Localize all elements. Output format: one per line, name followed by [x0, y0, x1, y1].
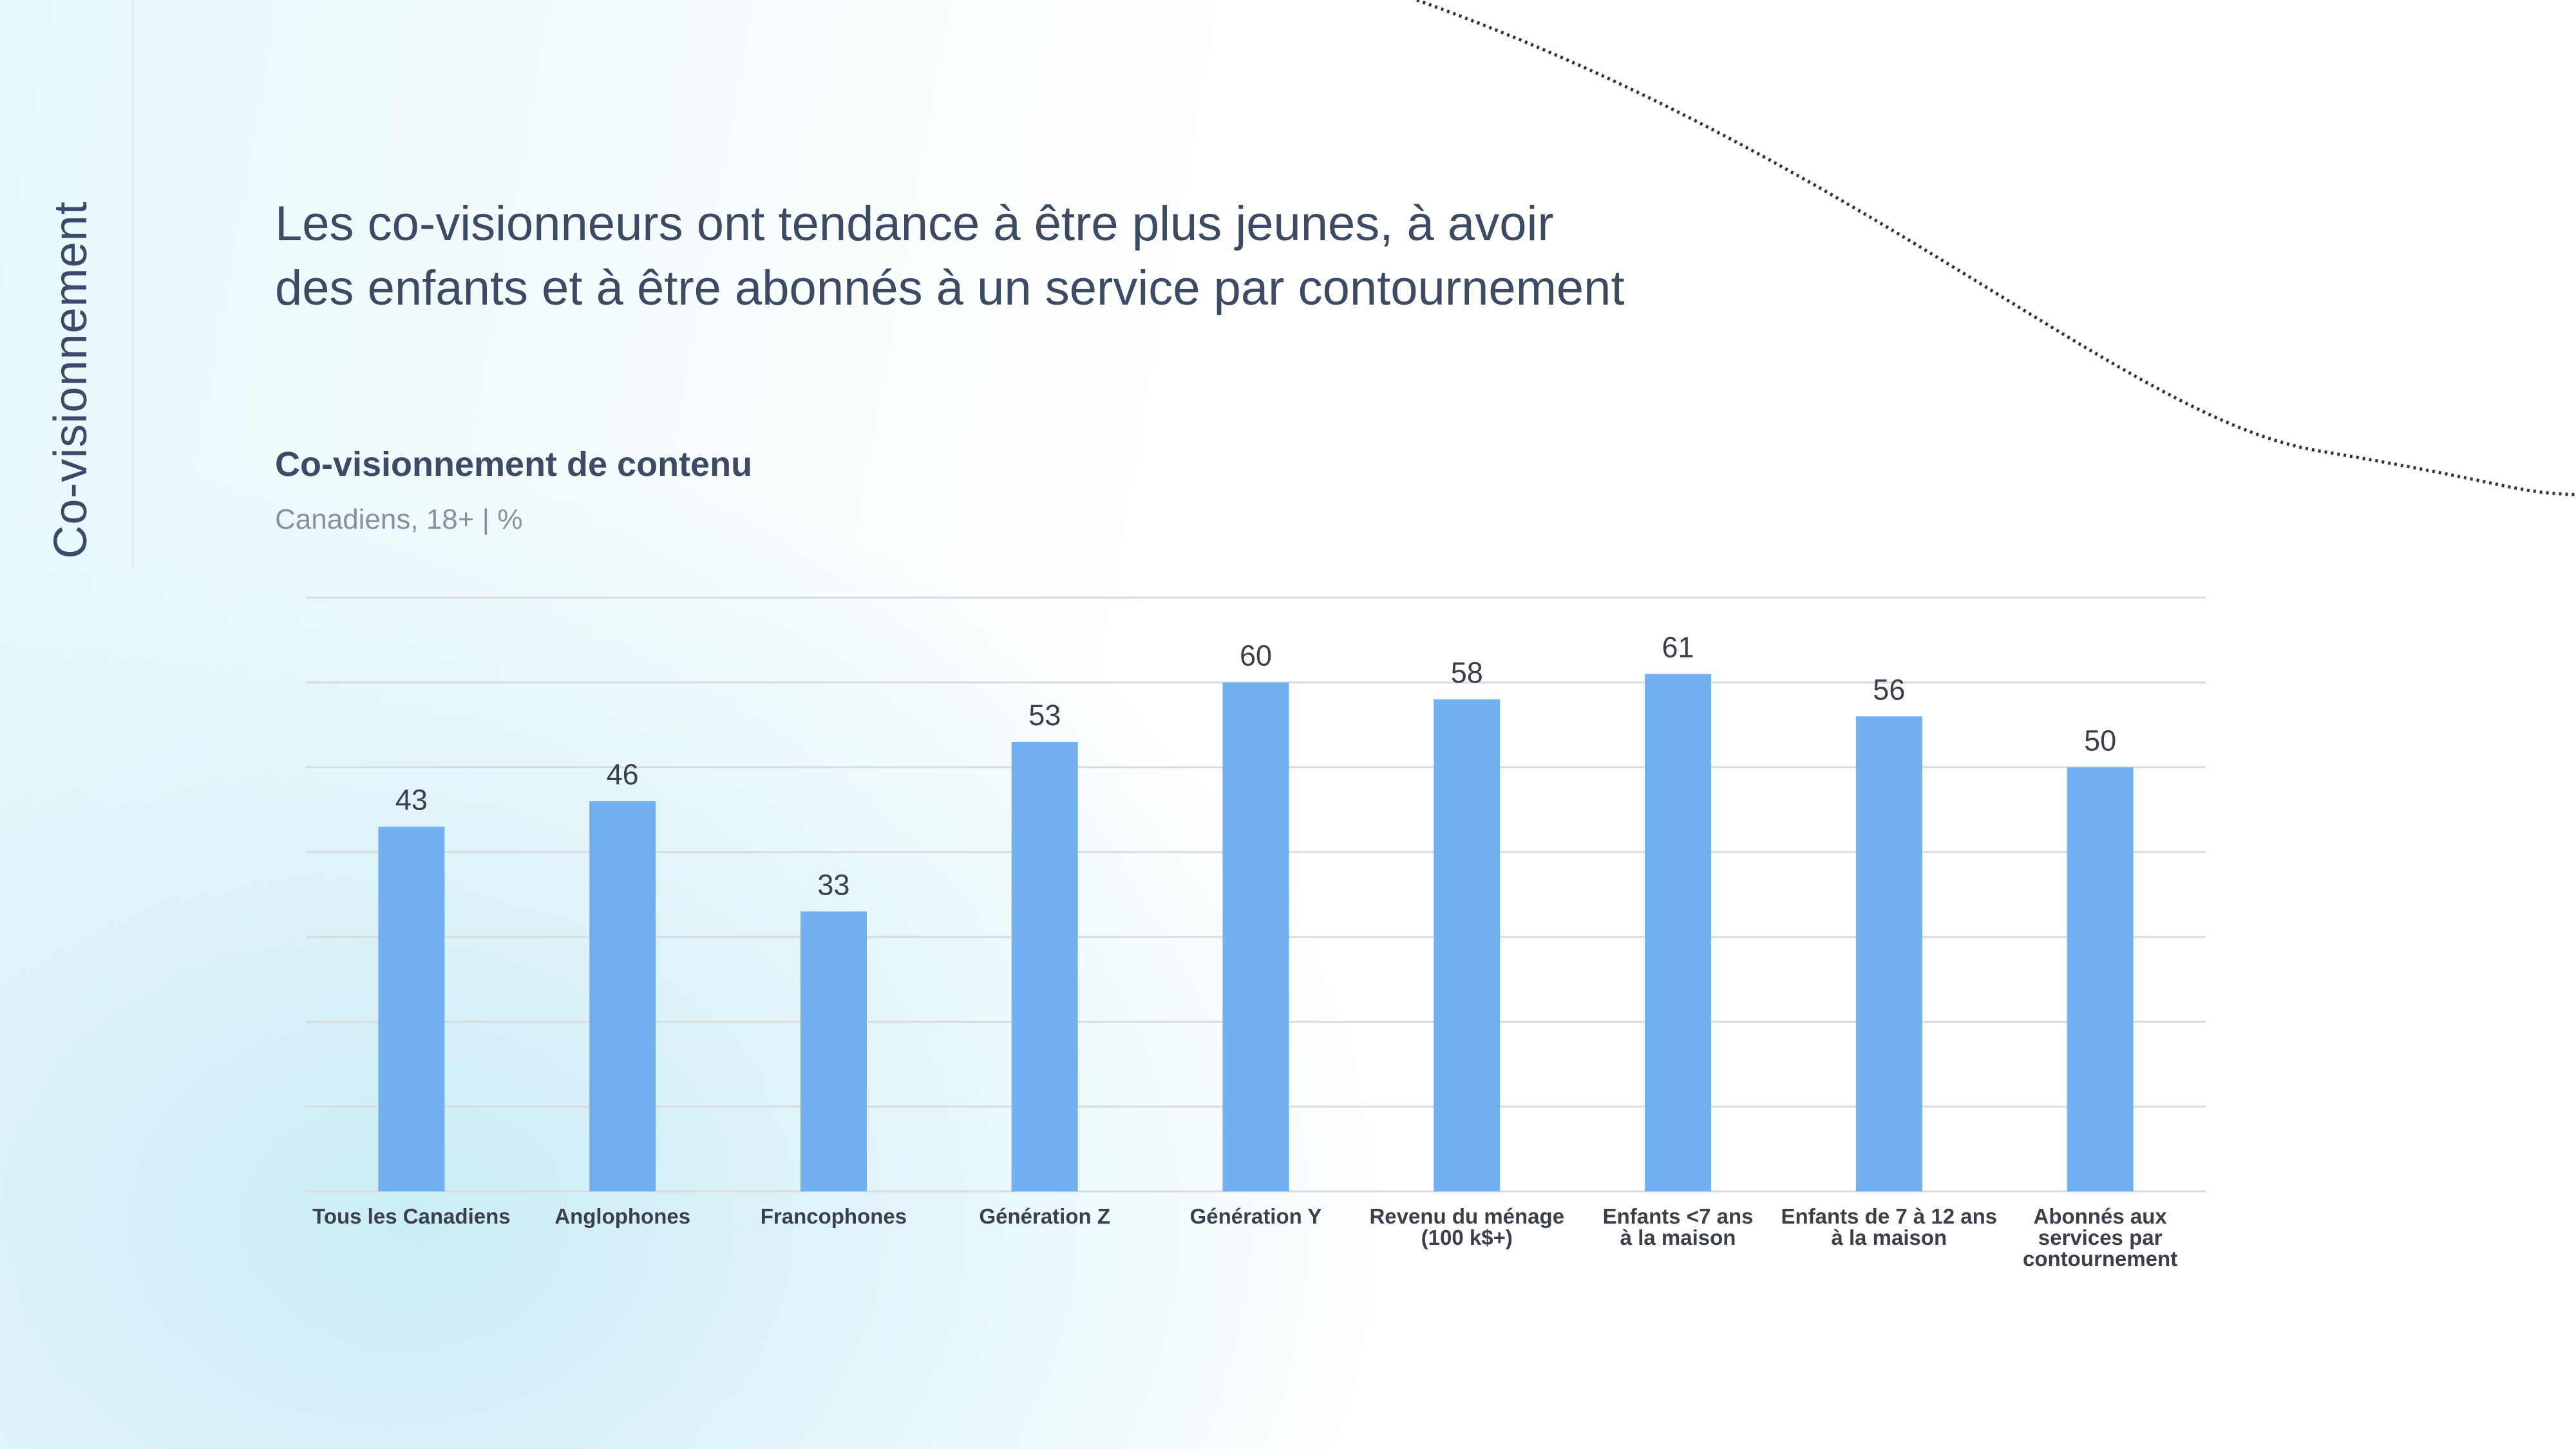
bar [2067, 767, 2134, 1191]
bar-value-label: 60 [1240, 639, 1272, 672]
category-label: Revenu du ménage (100 k$+) [1369, 1204, 1565, 1249]
bar [800, 911, 867, 1191]
bar-value-label: 56 [1873, 673, 1905, 706]
bar-value-label: 50 [2084, 724, 2116, 757]
bar-value-label: 43 [395, 784, 428, 817]
bar-value-label: 46 [607, 758, 639, 791]
bar-value-label: 33 [817, 868, 849, 901]
bar [378, 826, 445, 1191]
bar [1855, 716, 1922, 1191]
headline: Les co-visionneurs ont tendance à être p… [275, 196, 1625, 316]
category-label: Francophones [760, 1204, 907, 1228]
bar [589, 801, 656, 1191]
bar-value-label: 58 [1451, 656, 1483, 689]
category-label: Enfants <7 ans à la maison [1602, 1204, 1754, 1249]
category-label: Abonnés aux services par contournement [2023, 1204, 2178, 1271]
category-label: Génération Y [1189, 1204, 1322, 1228]
bar [1645, 674, 1712, 1191]
chart-title: Co-visionnement de contenu [275, 445, 753, 484]
sidebar-divider [132, 0, 134, 570]
category-label: Enfants de 7 à 12 ans à la maison [1781, 1204, 1998, 1249]
chart-data-labels: 43 46 33 53 60 58 61 56 50 [395, 631, 2116, 902]
bar [1434, 699, 1501, 1191]
category-label: Anglophones [554, 1204, 691, 1228]
chart-subtitle: Canadiens, 18+ | % [275, 504, 523, 535]
category-label: Tous les Canadiens [312, 1204, 511, 1228]
bar-value-label: 61 [1662, 631, 1694, 664]
chart-bars [378, 674, 2134, 1191]
bar-value-label: 53 [1028, 699, 1061, 732]
bar [1011, 741, 1078, 1191]
category-label: Génération Z [979, 1204, 1110, 1228]
bar [1222, 682, 1289, 1191]
